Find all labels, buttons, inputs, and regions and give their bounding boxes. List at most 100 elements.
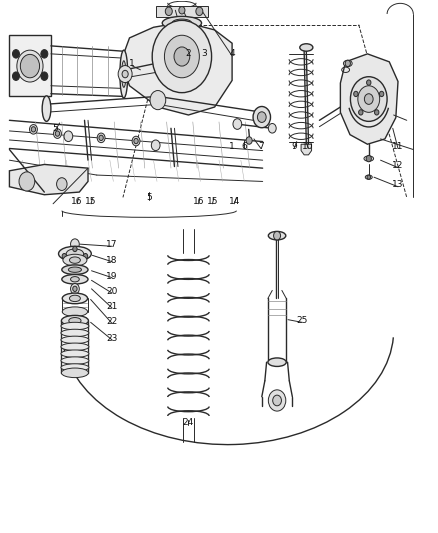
Text: 9: 9 — [291, 142, 297, 151]
Text: 13: 13 — [392, 180, 404, 189]
Text: 4: 4 — [229, 50, 235, 58]
Polygon shape — [121, 22, 232, 115]
Text: 21: 21 — [106, 302, 118, 311]
Ellipse shape — [343, 60, 352, 67]
Circle shape — [73, 286, 77, 292]
Ellipse shape — [268, 358, 286, 367]
Ellipse shape — [365, 175, 372, 179]
Ellipse shape — [61, 343, 89, 351]
Ellipse shape — [63, 254, 87, 266]
Text: 20: 20 — [106, 287, 118, 296]
Polygon shape — [155, 6, 208, 17]
Circle shape — [12, 50, 19, 58]
Text: 5: 5 — [53, 124, 58, 133]
Circle shape — [358, 86, 380, 112]
Text: 3: 3 — [201, 50, 207, 58]
Circle shape — [164, 35, 199, 78]
Ellipse shape — [70, 257, 81, 263]
Circle shape — [345, 60, 350, 67]
Text: 22: 22 — [106, 317, 118, 326]
Circle shape — [350, 77, 387, 122]
Ellipse shape — [42, 96, 51, 122]
Ellipse shape — [120, 50, 128, 98]
Circle shape — [258, 112, 266, 123]
Text: 14: 14 — [229, 197, 240, 206]
Circle shape — [55, 131, 60, 136]
Circle shape — [367, 80, 371, 85]
Ellipse shape — [69, 318, 81, 324]
Circle shape — [367, 175, 371, 179]
Circle shape — [53, 129, 61, 139]
Text: 7: 7 — [258, 142, 264, 151]
Ellipse shape — [122, 61, 126, 87]
Text: 17: 17 — [106, 240, 118, 249]
Circle shape — [122, 70, 128, 78]
Circle shape — [118, 66, 132, 83]
Text: 25: 25 — [296, 316, 307, 325]
Text: 15: 15 — [85, 197, 97, 206]
Polygon shape — [301, 144, 311, 155]
Ellipse shape — [61, 364, 89, 371]
Circle shape — [29, 125, 37, 134]
Circle shape — [134, 139, 138, 144]
Polygon shape — [10, 35, 51, 96]
Text: 1: 1 — [229, 142, 235, 151]
Circle shape — [31, 127, 35, 132]
Text: 12: 12 — [392, 161, 404, 170]
Circle shape — [179, 6, 185, 14]
Text: 19: 19 — [106, 272, 118, 280]
Text: 5: 5 — [146, 193, 152, 202]
Circle shape — [62, 254, 67, 259]
Circle shape — [12, 72, 19, 80]
Ellipse shape — [71, 277, 79, 282]
Circle shape — [19, 172, 35, 191]
Circle shape — [268, 390, 286, 411]
Ellipse shape — [61, 316, 88, 326]
Circle shape — [364, 94, 373, 104]
Text: 2: 2 — [186, 50, 191, 58]
Ellipse shape — [62, 265, 88, 274]
Text: 11: 11 — [392, 142, 404, 151]
Circle shape — [366, 156, 371, 162]
Circle shape — [20, 54, 39, 78]
Ellipse shape — [61, 357, 89, 365]
Text: 15: 15 — [207, 197, 218, 206]
Circle shape — [41, 50, 48, 58]
Circle shape — [379, 91, 384, 96]
Ellipse shape — [68, 267, 81, 272]
Text: 18: 18 — [106, 256, 118, 264]
Circle shape — [374, 110, 379, 115]
Circle shape — [196, 7, 203, 15]
Ellipse shape — [61, 350, 89, 358]
Circle shape — [64, 131, 73, 142]
Ellipse shape — [268, 231, 286, 240]
Ellipse shape — [61, 329, 89, 337]
Circle shape — [246, 137, 252, 144]
Text: 24: 24 — [183, 418, 194, 427]
Text: 16: 16 — [71, 197, 83, 206]
Ellipse shape — [172, 19, 192, 27]
Circle shape — [253, 107, 271, 128]
Circle shape — [152, 20, 212, 93]
Circle shape — [359, 110, 363, 115]
Ellipse shape — [66, 249, 84, 259]
Circle shape — [73, 246, 77, 252]
Ellipse shape — [364, 156, 374, 161]
Ellipse shape — [62, 293, 88, 304]
Circle shape — [132, 136, 140, 146]
Ellipse shape — [70, 295, 81, 302]
Ellipse shape — [162, 17, 201, 30]
Circle shape — [274, 231, 281, 240]
Ellipse shape — [59, 246, 91, 261]
Text: 23: 23 — [106, 334, 118, 343]
Text: 1: 1 — [129, 59, 134, 68]
Circle shape — [99, 135, 103, 141]
Ellipse shape — [61, 322, 89, 330]
Circle shape — [97, 133, 105, 143]
Ellipse shape — [62, 274, 88, 284]
Circle shape — [83, 254, 88, 259]
Circle shape — [71, 239, 79, 249]
Text: 16: 16 — [193, 197, 204, 206]
Circle shape — [17, 50, 43, 82]
Circle shape — [165, 7, 172, 15]
